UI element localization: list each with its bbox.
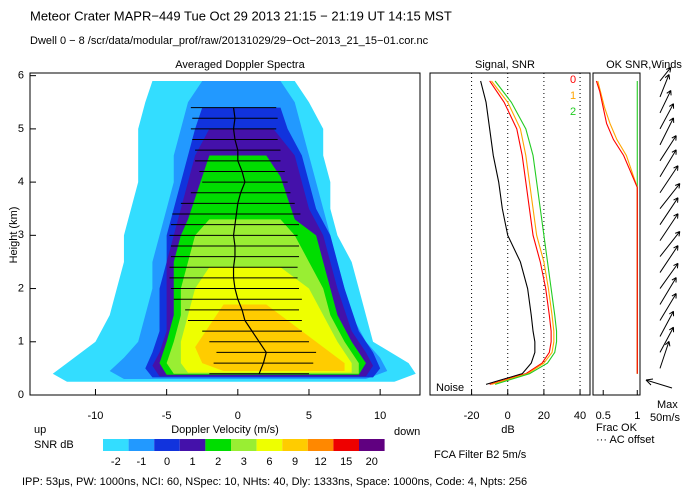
profile-line — [491, 80, 555, 385]
colorbar-tick-label: 15 — [340, 456, 352, 468]
y-tick-label: 3 — [18, 229, 24, 241]
colorbar-swatch — [103, 439, 129, 451]
plot-frame — [429, 72, 591, 396]
wind-arrow — [659, 74, 671, 98]
wind-reference-speed: 50m/s — [650, 412, 680, 424]
colorbar-swatch — [231, 439, 257, 451]
x-tick-label: -20 — [464, 410, 480, 422]
wind-arrow — [659, 341, 671, 369]
snr-x-label: dB — [501, 424, 514, 436]
x-tick-label: -5 — [162, 410, 172, 422]
y-tick-label: 4 — [18, 176, 24, 188]
colorbar-tick-label: 20 — [366, 456, 378, 468]
plot-frame — [29, 72, 421, 396]
wind-arrow — [659, 165, 679, 194]
y-tick-label: 1 — [18, 336, 24, 348]
wind-arrow — [659, 67, 672, 82]
profile-line — [494, 80, 558, 385]
wind-reference-arrow — [645, 378, 673, 389]
header-title: Meteor Crater MAPR−449 Tue Oct 29 2013 2… — [30, 8, 452, 23]
x-tick-label: 0 — [235, 410, 241, 422]
wind-arrow — [659, 90, 672, 114]
x-tick-label: 1 — [634, 410, 640, 422]
down-note: down — [394, 426, 420, 438]
wind-arrow — [659, 326, 675, 353]
mean-velocity-line — [232, 107, 267, 374]
profile-panel-1: -20 0 20 40 0 1 2 — [429, 72, 591, 422]
spectra-title: Averaged Doppler Spectra — [175, 59, 305, 71]
wind-arrows — [659, 67, 681, 369]
colorbar-tick-label: 1 — [190, 456, 196, 468]
colorbar-swatch — [179, 439, 206, 451]
wind-arrow — [659, 245, 679, 273]
colorbar-swatch — [282, 439, 308, 451]
header-subtitle: Dwell 0 − 8 /scr/data/modular_prof/raw/2… — [30, 35, 429, 47]
profile-line — [480, 80, 536, 385]
spectra-plot: -10 -5 0 5 10 0 1 2 3 4 5 6 — [18, 70, 421, 422]
profile-line — [489, 80, 552, 385]
x-axis-label: Doppler Velocity (m/s) — [171, 424, 279, 436]
colorbar-label: SNR dB — [34, 439, 74, 451]
winds-title: OK SNR,Winds — [606, 59, 682, 71]
colorbar-tick-label: 0 — [164, 456, 170, 468]
colorbar: -2 -1 0 1 2 3 6 9 12 15 20 — [103, 439, 385, 468]
wind-arrow — [659, 293, 677, 321]
colorbar-swatch — [333, 439, 359, 451]
snr-title: Signal, SNR — [475, 59, 535, 71]
legend-entry: 0 — [570, 74, 576, 86]
wind-arrow — [659, 197, 679, 225]
colorbar-tick-label: -2 — [111, 456, 121, 468]
y-tick-label: 0 — [18, 389, 24, 401]
x-tick-label: 10 — [374, 410, 386, 422]
x-tick-label: 0.5 — [596, 410, 611, 422]
wind-arrow — [659, 183, 681, 210]
x-tick-label: 40 — [574, 410, 586, 422]
x-tick-label: 5 — [306, 410, 312, 422]
wind-arrow — [659, 117, 675, 146]
colorbar-swatch — [205, 439, 231, 451]
wind-arrow — [659, 149, 677, 178]
colorbar-tick-label: 6 — [266, 456, 272, 468]
colorbar-tick-label: 2 — [215, 456, 221, 468]
colorbar-swatch — [154, 439, 180, 451]
noise-label: Noise — [436, 382, 464, 394]
wind-arrow — [659, 277, 677, 305]
wind-arrow — [659, 262, 679, 289]
snr-contour — [195, 304, 345, 372]
up-note: up — [34, 424, 46, 436]
x-tick-label: 0 — [505, 410, 511, 422]
colorbar-tick-label: 12 — [314, 456, 326, 468]
legend-entry: 2 — [570, 106, 576, 118]
wind-arrow — [659, 135, 677, 162]
frac-ok-label: Frac OK — [596, 422, 638, 434]
x-tick-label: 20 — [538, 410, 550, 422]
profile-panel-2: 0.5 1 — [592, 72, 641, 422]
wind-arrow — [659, 310, 675, 337]
colorbar-swatch — [256, 439, 283, 451]
profile-line — [597, 80, 638, 374]
footer-parameters: IPP: 53μs, PW: 1000ns, NCI: 60, NSpec: 1… — [22, 476, 527, 488]
y-tick-label: 5 — [18, 123, 24, 135]
colorbar-swatch — [359, 439, 385, 451]
colorbar-tick-label: -1 — [137, 456, 147, 468]
y-axis-label: Height (km) — [8, 207, 20, 264]
colorbar-tick-label: 9 — [292, 456, 298, 468]
profile-line — [595, 80, 638, 374]
wind-arrow — [659, 230, 681, 257]
plot-frame — [592, 72, 641, 396]
legend-entry: 1 — [570, 90, 576, 102]
wind-arrow — [659, 103, 675, 130]
colorbar-swatch — [128, 439, 155, 451]
colorbar-swatch — [307, 439, 334, 451]
ac-offset-note: ··· AC offset — [596, 434, 654, 446]
y-tick-label: 6 — [18, 70, 24, 82]
y-tick-label: 2 — [18, 282, 24, 294]
wind-reference-label: Max — [657, 399, 678, 411]
wind-arrow — [659, 213, 679, 241]
colorbar-tick-label: 3 — [241, 456, 247, 468]
filter-note: FCA Filter B2 5m/s — [434, 449, 527, 461]
x-tick-label: -10 — [88, 410, 104, 422]
